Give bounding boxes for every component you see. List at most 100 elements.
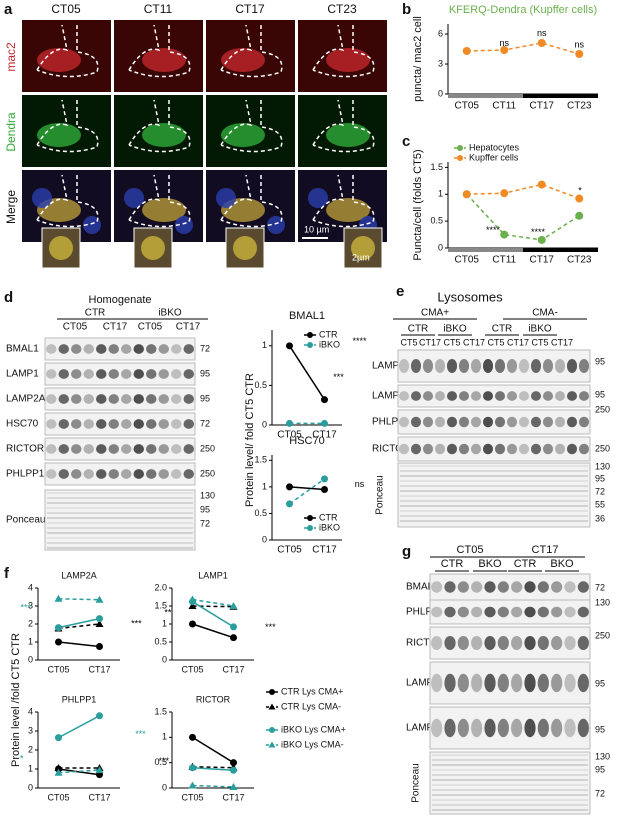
y-tick-label: 2 <box>28 744 33 754</box>
x-tick-label: CT17 <box>312 430 337 441</box>
mw-label: 95 <box>595 764 605 774</box>
marker <box>500 189 509 198</box>
annotation: ns <box>574 39 584 49</box>
cell-outline <box>128 99 191 153</box>
marker <box>230 759 237 767</box>
blot-band <box>431 606 443 618</box>
legend-label: CTR <box>319 329 338 339</box>
y-tick-label: 1 <box>262 340 267 350</box>
blot-band <box>431 635 443 651</box>
marker <box>575 50 584 58</box>
blot-band <box>431 673 443 693</box>
group-label: BKO <box>478 558 502 570</box>
annotation: *** <box>333 372 344 382</box>
y-tick-label: 6 <box>438 28 443 38</box>
time-label: CT17 <box>532 544 559 556</box>
blot-band <box>71 394 82 404</box>
blot-band <box>171 469 182 479</box>
series-line <box>288 345 326 401</box>
blot-band <box>506 358 518 374</box>
cell-signal <box>142 198 186 222</box>
blot-band <box>58 369 69 379</box>
blot-band <box>446 391 458 401</box>
blot-band <box>551 673 563 693</box>
chart-title: HSC70 <box>289 435 324 447</box>
series-line <box>289 478 325 505</box>
series-line <box>192 784 234 788</box>
annotation: * <box>20 753 24 763</box>
y-tick-label: 1 <box>28 763 33 773</box>
blot-band <box>537 635 549 651</box>
time-label: CT05 <box>138 322 163 333</box>
y-tick-label: 0 <box>438 242 443 252</box>
blot-band <box>108 394 119 404</box>
marker <box>55 734 62 742</box>
y-tick-label: 1 <box>438 189 443 199</box>
mw-label: 95 <box>200 393 210 403</box>
blot-band <box>46 444 57 454</box>
blot-band <box>46 369 57 379</box>
panel-letter: f <box>4 565 10 582</box>
light-phase <box>448 248 523 252</box>
time-label: CT5 <box>443 337 460 347</box>
y-tick-label: 0 <box>438 88 443 98</box>
mw-label: 250 <box>595 443 610 453</box>
blot-band <box>530 443 542 455</box>
y-tick-label: 0.5 <box>154 757 167 767</box>
legend-marker <box>307 342 313 348</box>
nucleus <box>308 188 328 208</box>
blot-band <box>444 606 456 618</box>
series-line <box>466 42 580 55</box>
column-label: CT05 <box>51 2 81 16</box>
cell-signal <box>37 123 81 147</box>
blot-band <box>518 416 530 428</box>
blot-band <box>96 394 107 404</box>
mw-label: 130 <box>595 751 610 761</box>
blot-band <box>524 581 536 593</box>
blot-band <box>530 358 542 374</box>
time-label: CT05 <box>63 322 88 333</box>
cell-signal <box>326 123 370 147</box>
blot-band <box>171 444 182 454</box>
cell-signal <box>142 123 186 147</box>
panel-letter: b <box>402 1 411 18</box>
blot <box>429 573 591 601</box>
blot <box>429 626 591 660</box>
blot <box>397 384 591 408</box>
cell-outline <box>220 174 283 228</box>
blot-band <box>506 391 518 401</box>
blot-band <box>551 581 563 593</box>
panel-letter: g <box>402 543 411 560</box>
blot <box>397 462 591 528</box>
blot-band <box>133 344 144 354</box>
group-label: iBKO <box>528 324 552 335</box>
blot-band <box>566 358 578 374</box>
blot-band <box>83 444 94 454</box>
y-tick-label: 0 <box>162 654 167 664</box>
x-tick-label: CT05 <box>181 664 203 674</box>
legend-label: iBKO <box>319 522 340 532</box>
blot-band <box>146 444 157 454</box>
blot-band <box>577 673 589 693</box>
blot-band <box>484 606 496 618</box>
nucleus <box>216 188 236 208</box>
blot-band <box>458 358 470 374</box>
blot-band <box>183 444 194 454</box>
blot-band <box>71 444 82 454</box>
blot-band <box>183 394 194 404</box>
annotation: ns <box>499 38 509 48</box>
row-label: RICTOR <box>406 638 444 649</box>
dark-phase <box>523 94 598 98</box>
legend-label: Kupffer cells <box>469 152 519 162</box>
annotation: **** <box>531 227 546 237</box>
blot-band <box>551 718 563 738</box>
legend-marker <box>307 332 313 338</box>
blot-band <box>46 394 57 404</box>
mw-label: 72 <box>595 486 605 496</box>
cell-signal <box>142 48 186 72</box>
blot-band <box>457 718 469 738</box>
mw-label: 95 <box>200 504 210 514</box>
cell-outline <box>312 99 375 153</box>
marker <box>286 500 293 508</box>
